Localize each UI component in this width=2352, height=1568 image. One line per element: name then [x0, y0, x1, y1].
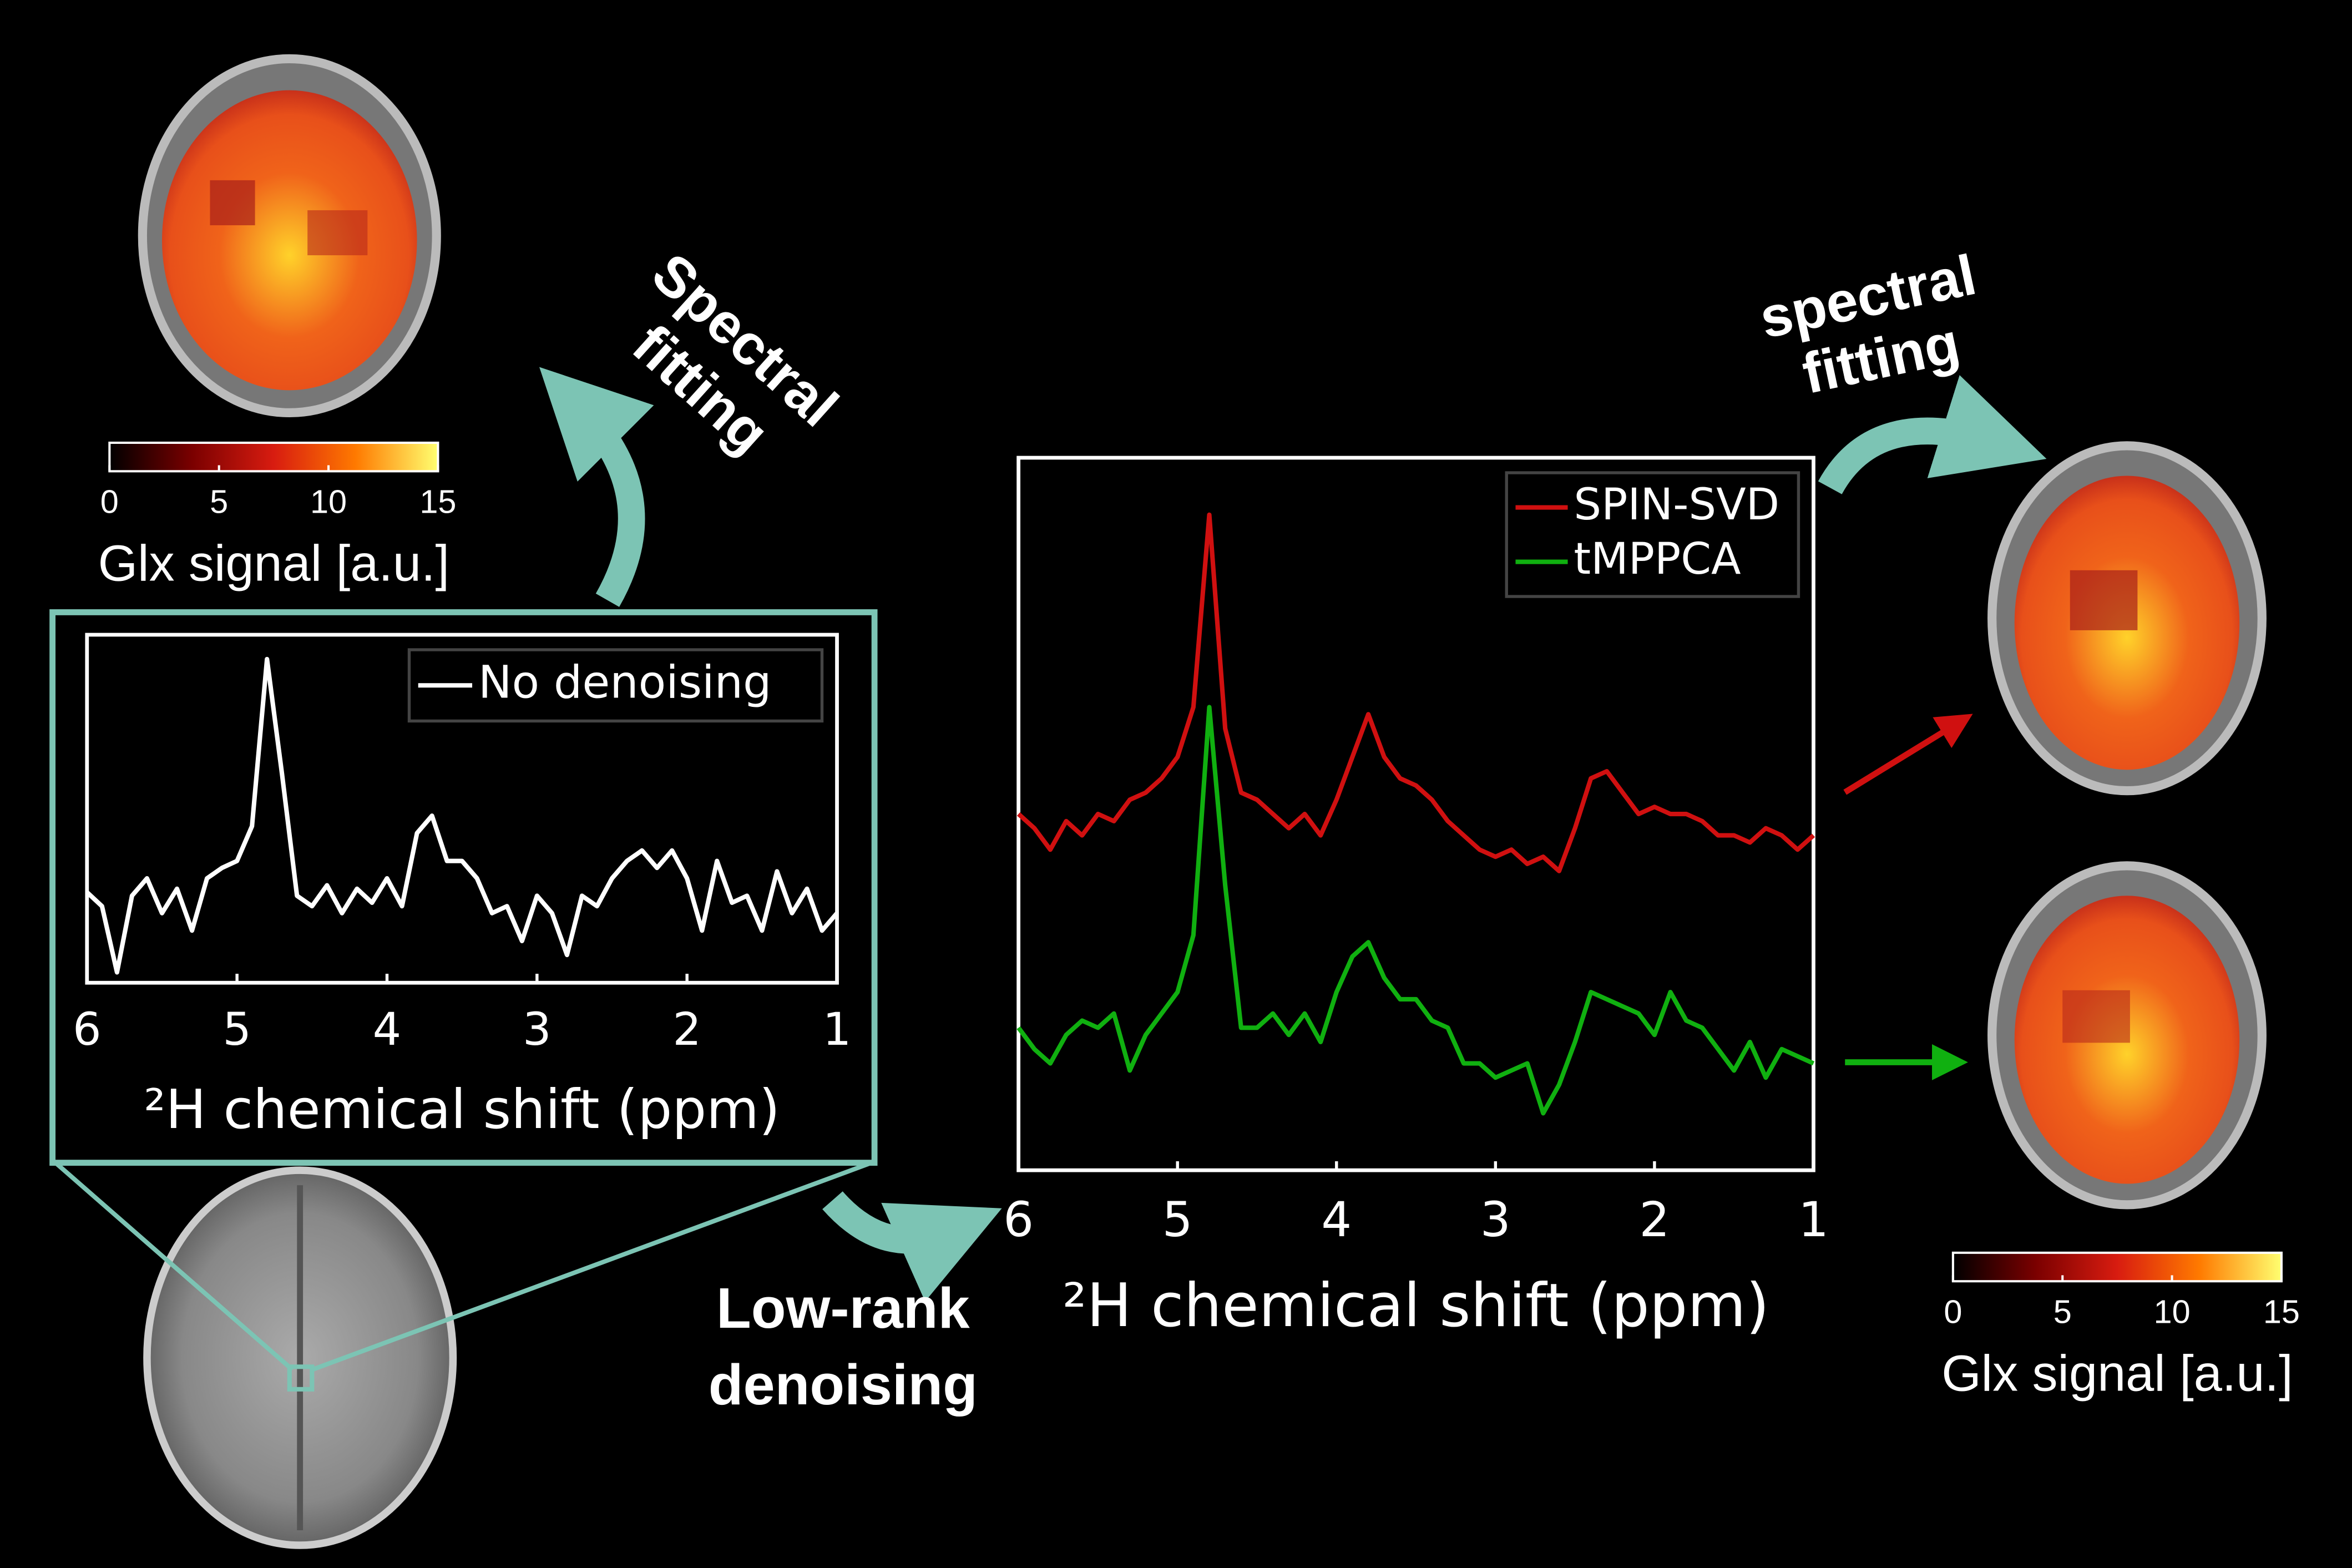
zoom-frame: [49, 609, 878, 1166]
brain-anatomy: [143, 1166, 457, 1549]
colorbar-tick-label: 15: [419, 483, 456, 520]
arrow: [822, 1191, 1002, 1302]
x-tick-label: 5: [222, 1004, 251, 1056]
colorbar-tick-label: 5: [210, 483, 228, 520]
legend-box: [1505, 471, 1800, 598]
arrow: [1843, 714, 1973, 795]
colorbar-label: Glx signal [a.u.]: [98, 535, 449, 592]
colorbar-tick-label: 10: [310, 483, 347, 520]
x-tick-label: 6: [1003, 1192, 1034, 1248]
colorbar-tick-label: 15: [2263, 1293, 2300, 1330]
annotation-line: denoising: [709, 1353, 978, 1417]
legend-label: tMPPCA: [1574, 534, 1741, 584]
x-tick-label: 3: [523, 1004, 552, 1056]
zoom-line: [54, 1161, 294, 1372]
x-tick-label: 1: [823, 1004, 852, 1056]
x-tick-label: 1: [1798, 1192, 1829, 1248]
colorbar-label: Glx signal [a.u.]: [1941, 1345, 2293, 1402]
x-axis-label: ²H chemical shift (ppm): [1063, 1271, 1769, 1341]
brain-map-top-left: [138, 54, 441, 418]
series-line: [1016, 705, 1815, 1116]
brain-map-spin-svd: [1987, 441, 2267, 796]
x-tick-label: 4: [373, 1004, 402, 1056]
x-tick-label: 6: [73, 1004, 102, 1056]
colorbar-tick-label: 5: [2053, 1293, 2072, 1330]
colorbar-tick-label: 0: [1944, 1293, 1962, 1330]
annotation-line: Low-rank: [716, 1276, 970, 1340]
zoom-line: [311, 1160, 873, 1372]
x-axis-label: ²H chemical shift (ppm): [144, 1078, 780, 1141]
x-tick-label: 2: [672, 1004, 701, 1056]
legend-box: [407, 648, 824, 723]
series-line: [85, 656, 839, 975]
brain-map-tmppca: [1987, 861, 2267, 1210]
legend-label: No denoising: [478, 657, 772, 709]
x-tick-label: 5: [1162, 1192, 1193, 1248]
series-line: [1016, 512, 1815, 873]
arrow: [539, 367, 654, 607]
colorbar-tick-label: 0: [100, 483, 119, 520]
x-tick-label: 4: [1321, 1192, 1352, 1248]
legend-label: SPIN-SVD: [1574, 479, 1779, 530]
x-tick-label: 3: [1480, 1192, 1511, 1248]
arrow: [1818, 375, 2047, 495]
colorbar-tick-label: 10: [2154, 1293, 2191, 1330]
x-tick-label: 2: [1639, 1192, 1670, 1248]
colorbar: [108, 441, 439, 473]
colorbar: [1951, 1251, 2283, 1283]
annotation: spectral fitting: [1754, 242, 1981, 406]
